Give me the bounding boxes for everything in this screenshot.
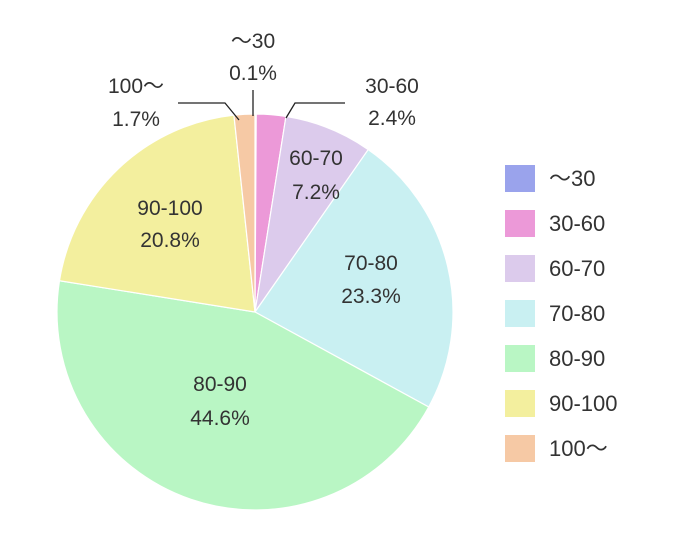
slice-label-under-30: ～30	[231, 30, 275, 53]
slice-100-plus	[233, 113, 256, 313]
legend-swatch-60-70	[505, 255, 535, 282]
leader-lines	[178, 90, 345, 121]
slice-label-70-80: 70-80	[344, 252, 398, 275]
legend-swatch-80-90	[505, 345, 535, 372]
legend-swatch-under-30	[505, 165, 535, 192]
legend-label-100-plus: 100～	[549, 436, 608, 461]
legend-swatch-70-80	[505, 300, 535, 327]
legend-label-90-100: 90-100	[549, 391, 618, 416]
slice-labels: ～30 0.1% 30-60 2.4% 60-70 7.2% 70-80 23.3% 80-90…	[108, 30, 419, 430]
slice-80-90	[56, 280, 430, 511]
slice-label-90-100: 90-100	[137, 197, 202, 220]
legend-label-under-30: ～30	[549, 166, 595, 191]
slice-value-70-80: 23.3%	[341, 285, 401, 308]
slice-label-80-90: 80-90	[193, 373, 247, 396]
legend: ～30 30-60 60-70 70-80 80-90 90-100 100～	[505, 165, 618, 462]
slice-value-60-70: 7.2%	[292, 181, 340, 204]
slice-value-100-plus: 1.7%	[112, 108, 160, 131]
leader-line-100-plus	[178, 102, 240, 121]
slice-value-under-30: 0.1%	[229, 62, 277, 85]
legend-label-70-80: 70-80	[549, 301, 605, 326]
legend-swatch-90-100	[505, 390, 535, 417]
legend-swatch-100-plus	[505, 435, 535, 462]
slice-label-100-plus: 100～	[108, 75, 164, 98]
leader-line-30-60	[285, 102, 345, 119]
slice-value-80-90: 44.6%	[190, 407, 250, 430]
slice-value-90-100: 20.8%	[140, 229, 200, 252]
legend-label-80-90: 80-90	[549, 346, 605, 371]
legend-label-60-70: 60-70	[549, 256, 605, 281]
slice-70-80	[254, 148, 454, 408]
slice-90-100	[58, 114, 256, 313]
slice-label-60-70: 60-70	[289, 147, 343, 170]
slice-label-30-60: 30-60	[365, 75, 419, 98]
legend-label-30-60: 30-60	[549, 211, 605, 236]
slice-value-30-60: 2.4%	[368, 107, 416, 130]
legend-swatch-30-60	[505, 210, 535, 237]
pie-slices	[56, 113, 454, 511]
